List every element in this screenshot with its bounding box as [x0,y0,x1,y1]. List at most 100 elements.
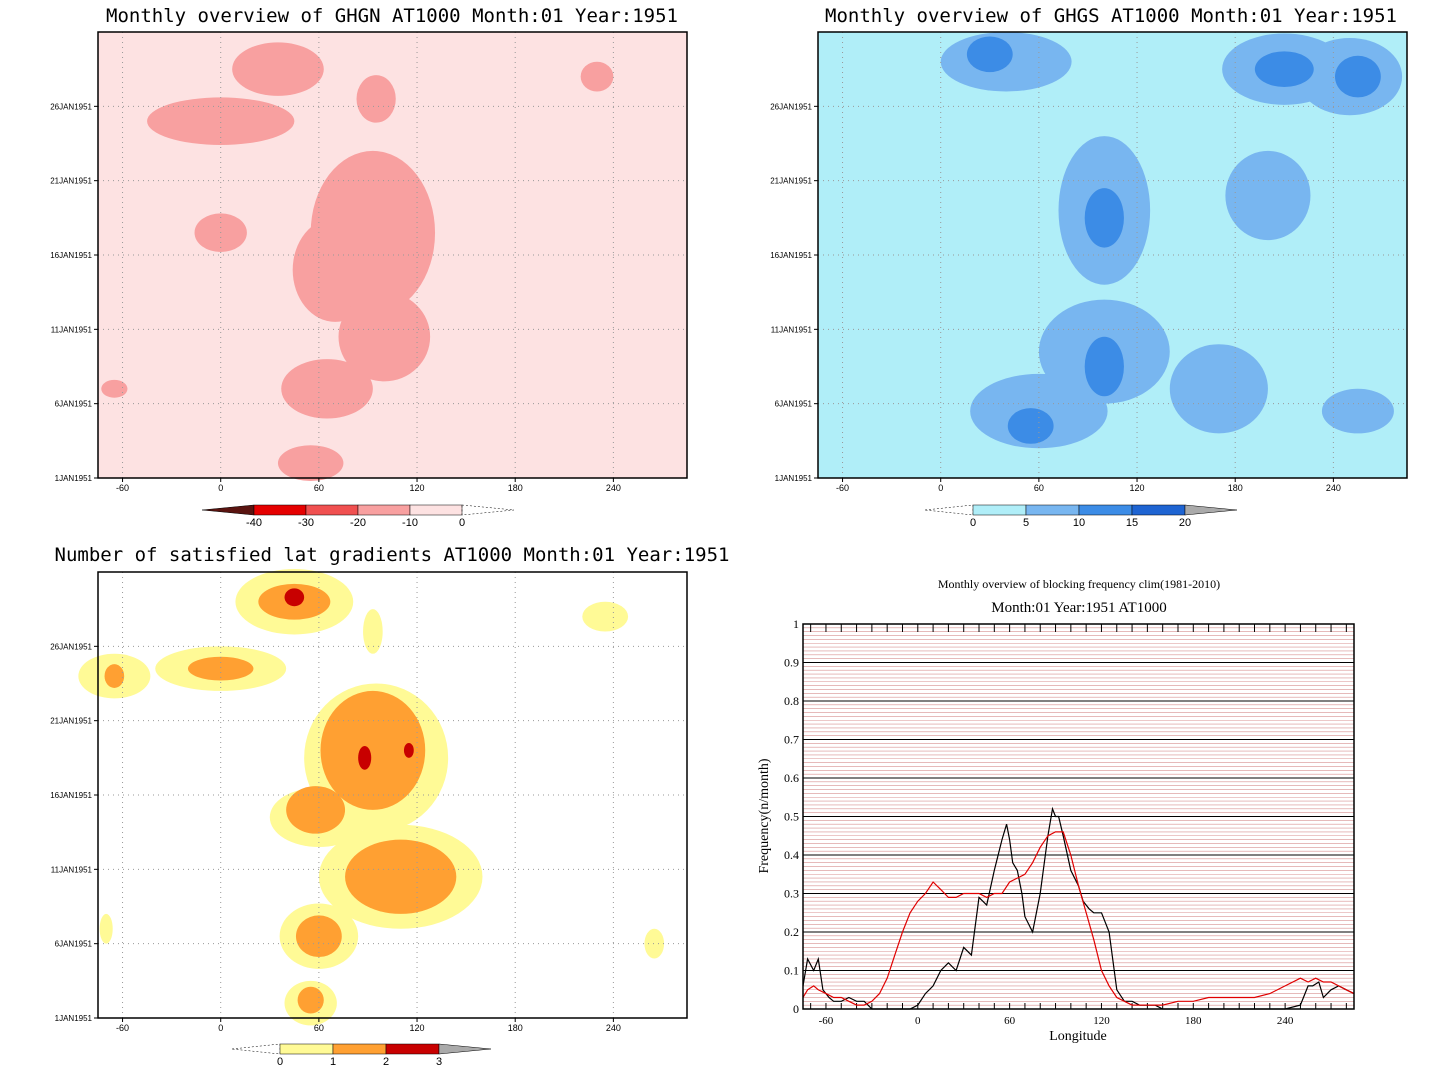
gradients-y-tick-label: 21JAN1951 [50,717,92,726]
ghgs-contour-region [1335,55,1381,98]
gradients-contour-region [582,601,629,632]
ghgs-colorbar-swatch [1025,504,1080,516]
gradients-field [78,569,665,1026]
ghgn-contour-region [147,97,295,145]
ghgs-contour-region [1007,408,1054,444]
line-chart-y-tick-label: 0.1 [784,964,799,978]
ghgn-contour-region [338,292,431,382]
line-chart-xlabel: Longitude [1049,1029,1107,1044]
gradients-contour-region [286,786,346,834]
ghgs-contour-region [1084,336,1124,397]
gradients-x-tick-label: -60 [116,1023,129,1033]
gradients-title: Number of satisfied lat gradients AT1000… [55,544,730,566]
line-chart-subtitle: Month:01 Year:1951 AT1000 [991,600,1166,616]
line-chart-y-tick-label: 0.6 [784,771,799,785]
ghgn-colorbar-label: -40 [246,517,262,529]
gradients-colorbar-high-arrow [438,1043,492,1055]
line-chart-y-tick-label: 0.9 [784,656,799,670]
ghgn-x-tick-label: 240 [606,483,621,493]
ghgs-colorbar-high-arrow [1184,504,1238,516]
line-chart-frame [802,623,1355,1010]
ghgs-x-tick-label: 240 [1326,483,1341,493]
ghgs-colorbar-swatch [1131,504,1186,516]
ghgn-contour-region [232,42,324,96]
ghgs-contour-region [1321,388,1394,434]
line-chart-y-tick-label: 0.4 [784,848,799,862]
ghgs-y-tick-label: 6JAN1951 [775,400,813,409]
ghgn-contour-region [101,379,128,398]
ghgn-x-ticks: -60 0 60 120 180 240 [116,478,621,493]
line-chart-gridlines [803,624,1354,1009]
panel-blocking-frequency: Monthly overview of blocking frequency c… [757,577,1355,1044]
gradients-x-ticks: -60 0 60 120 180 240 [116,1018,621,1033]
ghgs-colorbar: 0 5 10 15 20 [924,504,1238,529]
gradients-colorbar: 0 1 2 3 [231,1043,492,1068]
ghgs-y-tick-label: 1JAN1951 [775,474,813,483]
ghgn-colorbar-swatch [357,504,411,516]
ghgn-y-tick-label: 1JAN1951 [55,474,93,483]
gradients-contour-region [295,915,342,958]
ghgs-y-ticks: 26JAN1951 21JAN1951 16JAN1951 11JAN1951 6JAN… [770,102,818,483]
gradients-contour-region [358,745,372,770]
ghgn-colorbar-low-arrow [201,504,255,516]
ghgs-x-tick-label: 60 [1034,483,1044,493]
line-chart-x-tick-label: 180 [1185,1015,1202,1027]
ghgs-colorbar-label: 15 [1126,517,1138,529]
ghgs-colorbar-swatch [972,504,1027,516]
gradients-contour-region [403,742,414,758]
ghgs-title: Monthly overview of GHGS AT1000 Month:01… [825,5,1397,27]
ghgs-contour-region [966,36,1013,73]
gradients-contour-region [104,664,125,688]
gradients-x-tick-label: 120 [410,1023,425,1033]
ghgs-x-tick-label: -60 [836,483,849,493]
gradients-colorbar-swatch [279,1043,334,1055]
panel-gradients: Number of satisfied lat gradients AT1000… [50,544,729,1068]
gradients-colorbar-label: 0 [277,1056,283,1068]
ghgs-colorbar-label: 20 [1179,517,1191,529]
gradients-x-tick-label: 180 [508,1023,523,1033]
gradients-y-ticks: 26JAN1951 21JAN1951 16JAN1951 11JAN1951 6JAN… [50,642,98,1023]
ghgn-colorbar-label: -20 [350,517,366,529]
ghgn-colorbar-high-arrow [461,504,515,516]
gradients-x-tick-label: 60 [314,1023,324,1033]
ghgs-contour-region [1225,150,1311,241]
line-chart-x-tick-label: -60 [819,1015,834,1027]
ghgs-x-tick-label: 120 [1130,483,1145,493]
ghgn-y-tick-label: 26JAN1951 [50,102,92,111]
line-chart-ylabel: Frequency(n/month) [757,758,772,873]
line-chart-y-tick-label: 0.2 [784,925,799,939]
gradients-y-tick-label: 11JAN1951 [51,865,93,874]
ghgs-x-ticks: -60 0 60 120 180 240 [836,478,1341,493]
gradients-gridlines [98,572,687,1018]
ghgn-gridlines [98,32,687,478]
gradients-y-tick-label: 1JAN1951 [55,1014,93,1023]
ghgn-colorbar-swatch [409,504,463,516]
ghgs-x-tick-label: 0 [938,483,943,493]
line-chart-x-tick-label: 240 [1277,1015,1294,1027]
ghgs-contour-region [1169,344,1268,434]
ghgn-colorbar-label: 0 [459,517,465,529]
ghgn-y-tick-label: 6JAN1951 [55,400,93,409]
line-chart-y-tick-label: 1 [793,617,799,631]
ghgs-x-tick-label: 180 [1228,483,1243,493]
ghgs-y-tick-label: 16JAN1951 [770,251,812,260]
ghgn-title: Monthly overview of GHGN AT1000 Month:01… [106,5,678,27]
ghgn-y-tick-label: 11JAN1951 [51,325,93,334]
ghgn-contour-region [281,359,373,419]
gradients-y-tick-label: 16JAN1951 [50,791,92,800]
panel-ghgn: Monthly overview of GHGN AT1000 Month:01… [50,5,688,529]
ghgs-y-tick-label: 26JAN1951 [770,102,812,111]
ghgs-y-tick-label: 11JAN1951 [771,325,813,334]
line-chart-x-tick-label: 120 [1093,1015,1110,1027]
line-chart-y-tick-label: 0.5 [784,810,799,824]
line-chart-y-tick-label: 0.8 [784,694,799,708]
gradients-colorbar-low-arrow [231,1043,281,1055]
ghgs-colorbar-label: 5 [1023,517,1029,529]
ghgn-colorbar-swatch [305,504,359,516]
ghgn-x-tick-label: 180 [508,483,523,493]
line-chart-title: Monthly overview of blocking frequency c… [938,577,1220,591]
gradients-contour-region [297,986,324,1014]
gradients-contour-region [99,913,113,944]
line-chart-y-tick-label: 0 [793,1002,799,1016]
